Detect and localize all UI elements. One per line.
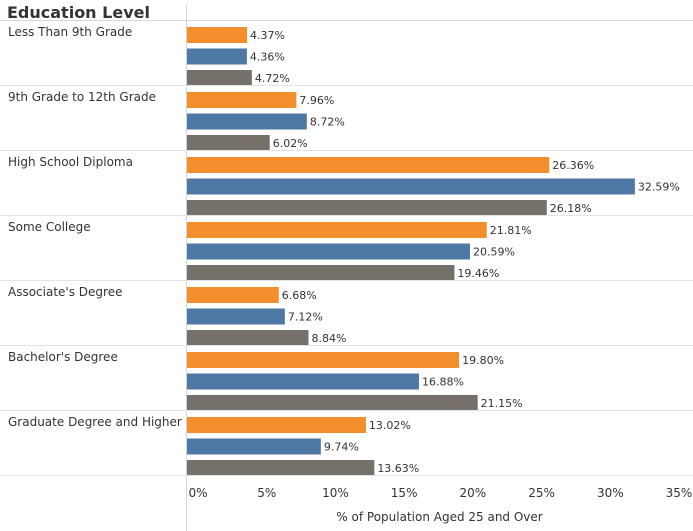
x-tick-label: 35% [666,486,693,500]
bar [187,92,297,108]
x-tick-label: 15% [391,486,418,500]
x-tick-label: 5% [257,486,276,500]
data-label: 21.81% [490,224,532,237]
data-label: 19.46% [457,267,499,280]
data-label: 4.72% [255,72,290,85]
data-label: 26.18% [550,202,592,215]
data-label: 9.74% [324,441,359,454]
bar [187,48,247,65]
x-tick-label: 10% [322,486,349,500]
bar [187,200,547,216]
bar [187,70,252,86]
x-tick-label: 30% [597,486,624,500]
x-tick-label: 25% [528,486,555,500]
bar [187,135,270,151]
bar [187,157,550,173]
data-label: 6.02% [273,137,308,150]
category-label: Associate's Degree [8,285,123,299]
category-label: Less Than 9th Grade [8,25,133,39]
data-label: 21.15% [481,397,523,410]
bar [187,265,455,281]
category-label: Graduate Degree and Higher [8,415,182,429]
row-header-title: Education Level [7,3,150,22]
category-label: Some College [8,220,91,234]
bar [187,395,478,411]
data-label: 6.68% [282,289,317,302]
bar [187,330,309,346]
bar [187,308,285,325]
data-label: 4.37% [250,29,285,42]
data-label: 7.12% [288,311,323,324]
bar [187,243,470,260]
category-label: High School Diploma [8,155,133,169]
bar [187,417,366,433]
bar [187,113,307,130]
bar [187,460,375,476]
category-label: 9th Grade to 12th Grade [8,90,157,104]
data-label: 8.72% [310,116,345,129]
bar [187,438,321,455]
data-label: 13.02% [369,419,411,432]
data-label: 16.88% [422,376,464,389]
x-axis-title: % of Population Aged 25 and Over [336,510,543,524]
bar [187,373,419,390]
x-tick-label: 0% [188,486,207,500]
data-label: 20.59% [473,246,515,259]
data-label: 13.63% [377,462,419,475]
x-tick-label: 20% [460,486,487,500]
bar [187,178,635,195]
category-label: Bachelor's Degree [8,350,118,364]
bar [187,287,279,303]
bar [187,352,460,368]
data-label: 26.36% [552,159,594,172]
bar [187,222,487,238]
data-label: 32.59% [638,181,680,194]
data-label: 7.96% [299,94,334,107]
data-label: 8.84% [311,332,346,345]
bar [187,27,248,43]
data-label: 4.36% [250,51,285,64]
data-label: 19.80% [462,354,504,367]
